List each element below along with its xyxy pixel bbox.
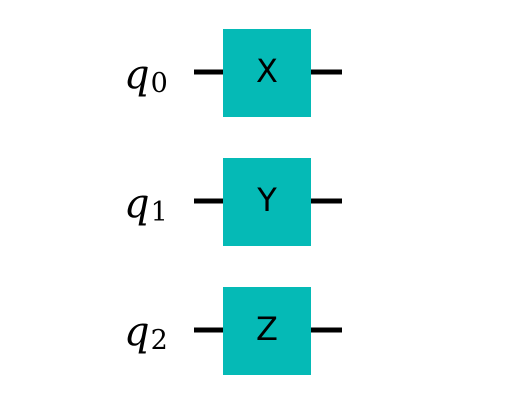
- gate-box-z: [223, 287, 311, 375]
- qubit-symbol: q: [124, 309, 150, 355]
- qubit-row-0: q0 X: [124, 29, 342, 117]
- gate-box-x: [223, 29, 311, 117]
- qubit-row-2: q2 Z: [124, 287, 342, 375]
- gate-box-y: [223, 158, 311, 246]
- qubit-label-1: q1: [124, 181, 168, 228]
- gate-label-z: Z: [256, 310, 278, 348]
- qubit-label-2: q2: [124, 309, 168, 356]
- qubit-symbol: q: [124, 181, 150, 227]
- qubit-label-0: q0: [124, 52, 168, 99]
- qubit-index: 2: [151, 325, 168, 356]
- qubit-index: 1: [151, 197, 168, 228]
- gate-label-y: Y: [256, 181, 277, 219]
- qubit-symbol: q: [124, 52, 150, 98]
- qubit-row-1: q1 Y: [124, 158, 342, 246]
- qubit-index: 0: [151, 68, 168, 99]
- gate-label-x: X: [256, 52, 278, 90]
